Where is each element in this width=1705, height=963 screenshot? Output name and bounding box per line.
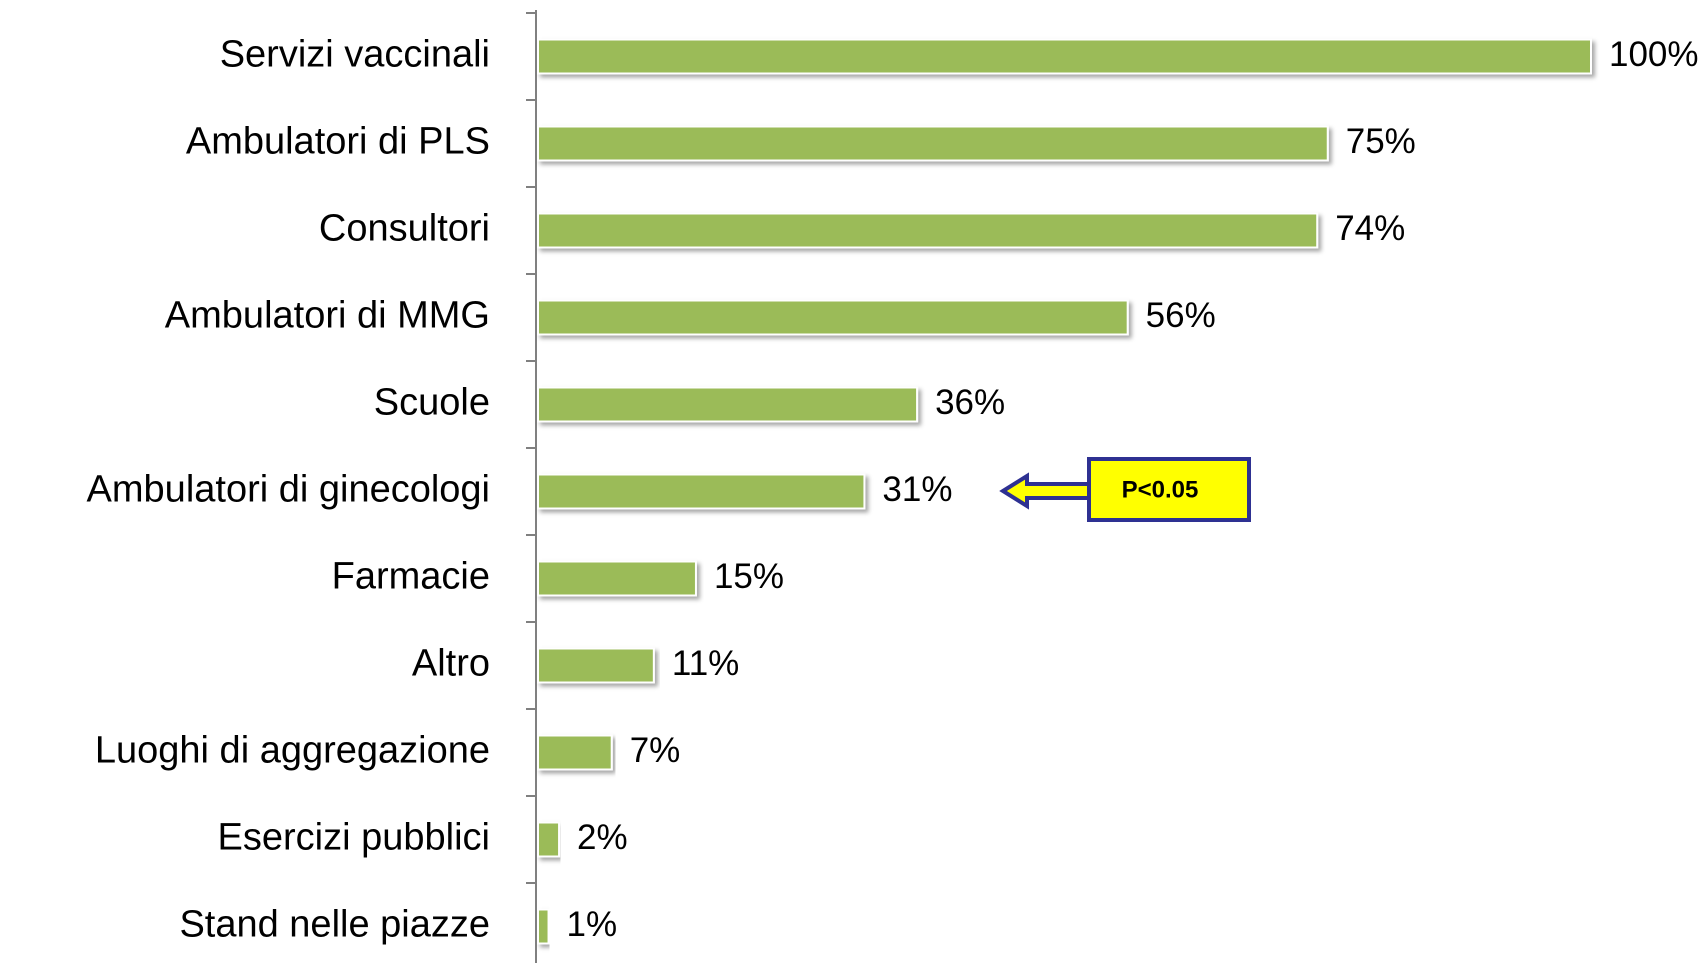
bar xyxy=(537,299,1129,336)
data-label: 11% xyxy=(672,644,739,683)
category-label: Luoghi di aggregazione xyxy=(95,730,490,772)
data-label: 2% xyxy=(577,818,628,857)
data-label: 56% xyxy=(1146,296,1216,335)
annotation-arrow xyxy=(999,472,1091,510)
data-label: 7% xyxy=(630,731,681,770)
bar xyxy=(537,212,1319,249)
category-label: Ambulatori di PLS xyxy=(186,121,490,163)
category-label: Altro xyxy=(412,643,490,685)
data-label: 36% xyxy=(935,383,1005,422)
bar xyxy=(537,560,697,597)
bar xyxy=(537,908,550,945)
data-label: 31% xyxy=(882,470,952,509)
category-label: Consultori xyxy=(319,208,490,250)
data-label: 1% xyxy=(567,905,618,944)
category-label: Stand nelle piazze xyxy=(179,904,490,946)
bar xyxy=(537,821,561,858)
data-label: 75% xyxy=(1346,122,1416,161)
category-label: Esercizi pubblici xyxy=(218,817,490,859)
annotation-box xyxy=(1087,457,1251,522)
category-label: Scuole xyxy=(374,382,490,424)
bar xyxy=(537,38,1592,75)
bar xyxy=(537,647,655,684)
bar xyxy=(537,125,1329,162)
bar xyxy=(537,473,866,510)
data-label: 15% xyxy=(714,557,784,596)
category-label: Farmacie xyxy=(332,556,490,598)
category-label: Ambulatori di ginecologi xyxy=(87,469,490,511)
bar xyxy=(537,386,919,423)
category-label: Ambulatori di MMG xyxy=(165,295,490,337)
annotation: P<0.05 xyxy=(999,457,1251,522)
data-label: 74% xyxy=(1335,209,1405,248)
bar xyxy=(537,734,613,771)
data-label: 100% xyxy=(1609,35,1699,74)
annotation-text: P<0.05 xyxy=(1122,476,1199,503)
category-label: Servizi vaccinali xyxy=(220,34,490,76)
